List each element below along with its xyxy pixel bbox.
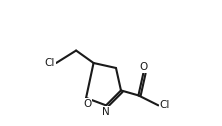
Text: Cl: Cl: [45, 58, 55, 68]
Text: O: O: [83, 99, 91, 109]
Text: N: N: [102, 107, 110, 117]
Text: Cl: Cl: [160, 100, 170, 110]
Text: O: O: [139, 62, 148, 72]
